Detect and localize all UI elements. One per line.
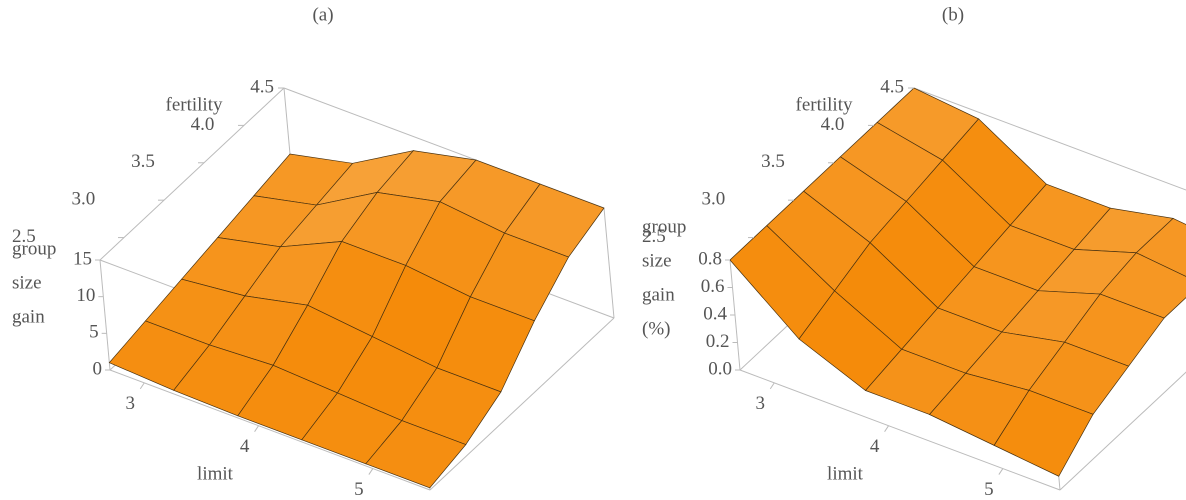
y-tick-label: 3.5 <box>131 151 155 172</box>
box-edge <box>109 369 431 491</box>
x-tick <box>769 382 775 390</box>
y-tick-label: 2.5 <box>12 226 36 247</box>
x-tick-label: 3 <box>126 393 136 414</box>
y-tick-label: 4.5 <box>250 76 274 97</box>
z-tick-label: 0.8 <box>698 248 722 269</box>
z-axis-label: size <box>642 250 672 271</box>
box-edge <box>429 317 615 491</box>
z-axis-label: (%) <box>642 318 670 339</box>
y-tick-label: 4.0 <box>191 114 215 135</box>
y-tick-label: 4.5 <box>880 76 904 97</box>
z-axis-label: gain <box>12 306 45 327</box>
box-edge <box>739 369 1061 491</box>
x-tick-label: 5 <box>984 479 994 500</box>
surface-patch <box>365 420 467 489</box>
x-tick-label: 5 <box>354 479 364 500</box>
x-tick <box>139 382 145 390</box>
z-tick-label: 10 <box>76 285 95 306</box>
y-axis-label: fertility <box>796 94 853 115</box>
x-axis-label: limit <box>197 463 234 484</box>
y-tick-label: 3.0 <box>702 189 726 210</box>
z-tick-label: 0.2 <box>706 331 730 352</box>
x-tick <box>884 425 889 432</box>
y-tick-label: 3.0 <box>72 189 96 210</box>
x-tick-label: 4 <box>870 436 880 457</box>
x-tick-label: 4 <box>240 436 250 457</box>
x-tick <box>368 468 374 475</box>
z-tick-label: 0 <box>93 358 103 379</box>
surface-patch <box>993 389 1094 477</box>
x-tick <box>254 425 259 432</box>
box-edge <box>913 87 1186 191</box>
z-tick-label: 0.4 <box>703 303 727 324</box>
box-edge <box>1059 371 1186 491</box>
x-tick <box>998 468 1004 475</box>
y-tick-label: 2.5 <box>642 226 666 247</box>
z-tick-label: 5 <box>89 322 99 343</box>
y-tick-label: 3.5 <box>761 151 785 172</box>
box-edge <box>99 259 111 371</box>
z-tick-label: 15 <box>73 248 92 269</box>
z-tick-label: 0.6 <box>701 276 725 297</box>
z-axis-label: size <box>12 272 42 293</box>
z-axis-label: group <box>642 216 686 237</box>
box-edge <box>99 87 285 261</box>
box-edge <box>603 207 615 319</box>
y-tick-label: 4.0 <box>821 114 845 135</box>
z-axis-label: group <box>12 238 56 259</box>
z-axis-label: gain <box>642 284 675 305</box>
z-tick-label: 0.0 <box>708 358 732 379</box>
panel-title: (a) <box>312 4 333 25</box>
panel-title: (b) <box>942 4 964 25</box>
x-tick-label: 3 <box>756 393 766 414</box>
y-axis-label: fertility <box>166 94 223 115</box>
x-axis-label: limit <box>827 463 864 484</box>
